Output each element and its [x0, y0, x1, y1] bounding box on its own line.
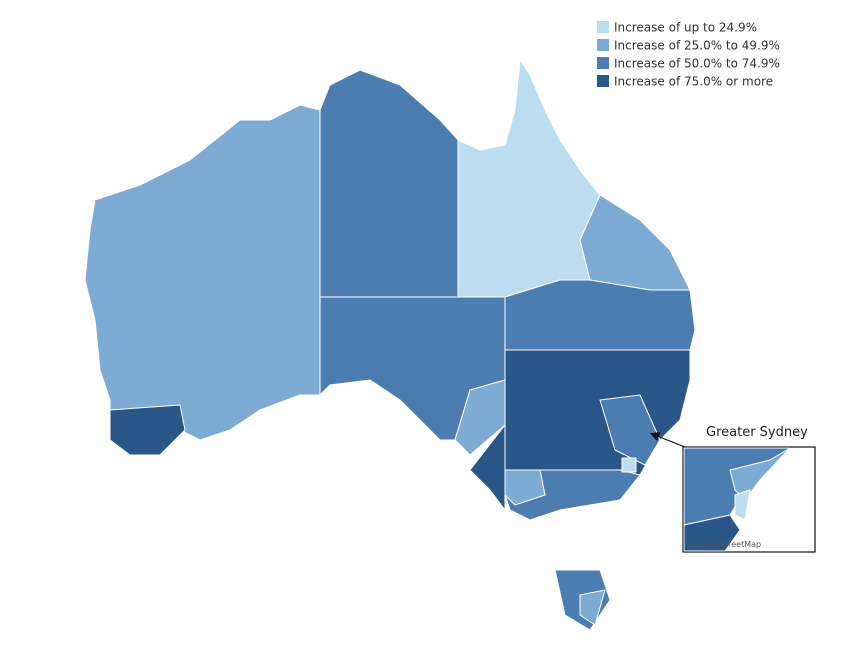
inset-arrow	[649, 432, 686, 448]
legend-swatch	[597, 57, 609, 69]
legend: Increase of up to 24.9% Increase of 25.0%…	[597, 21, 780, 89]
region	[319, 69, 459, 298]
legend-label: Increase of 25.0% to 49.9%	[614, 39, 780, 53]
legend-swatch	[597, 21, 609, 33]
legend-swatch	[597, 75, 609, 87]
inset-label: Greater Sydney	[706, 425, 808, 440]
legend-label: Increase of up to 24.9%	[614, 21, 757, 35]
region	[84, 104, 321, 441]
region	[457, 59, 601, 298]
legend-label: Increase of 50.0% to 74.9%	[614, 57, 780, 71]
region	[469, 424, 506, 511]
legend-swatch	[597, 39, 609, 51]
region	[734, 489, 751, 521]
region	[579, 589, 606, 626]
region	[109, 404, 186, 456]
inset: © OpenStreetMap	[682, 446, 816, 553]
attribution: © OpenStreetMap	[688, 540, 761, 549]
region	[579, 194, 691, 291]
region	[454, 379, 506, 456]
legend-label: Increase of 75.0% or more	[614, 75, 773, 89]
region	[599, 394, 661, 466]
region	[504, 279, 696, 351]
region	[729, 447, 791, 501]
region	[504, 349, 691, 476]
region	[683, 514, 741, 552]
regions	[84, 59, 696, 631]
region	[621, 457, 637, 473]
